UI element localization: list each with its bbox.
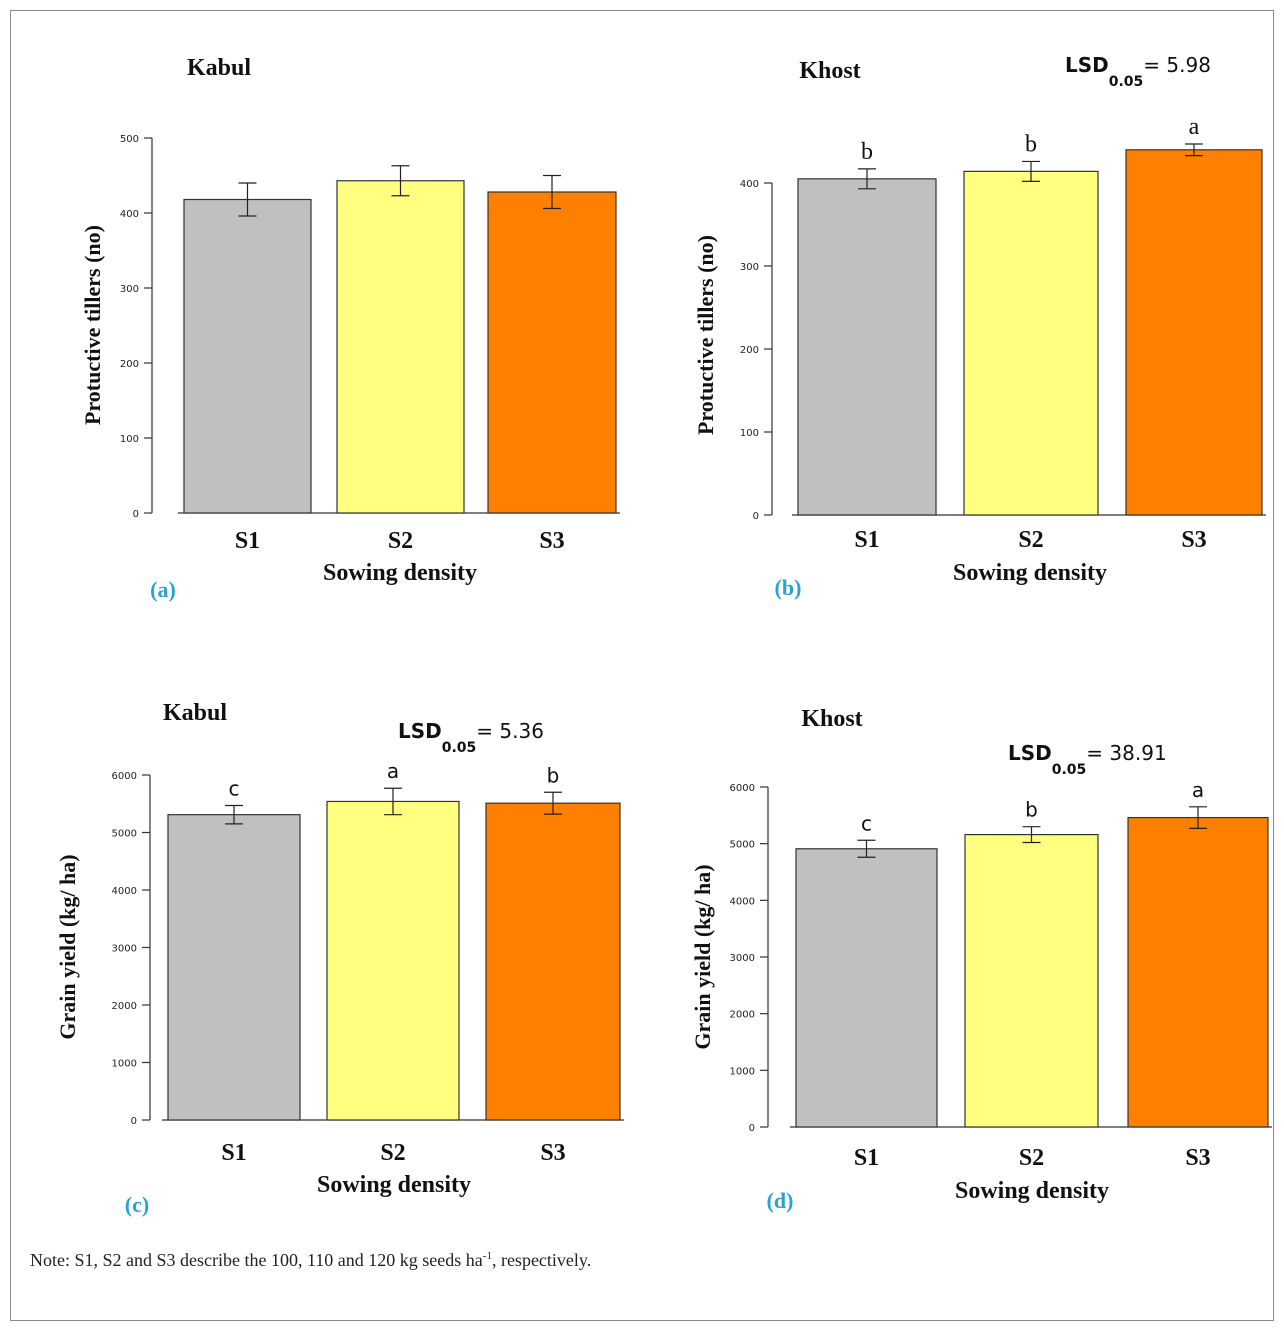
bar-s1 [795, 848, 938, 1128]
y-tick-label: 200 [740, 345, 759, 356]
significance-letter: b [1025, 798, 1038, 822]
note-superscript: -1 [482, 1250, 492, 1262]
y-axis-label: Protuctive tillers (no) [80, 225, 105, 425]
panel-label: (a) [150, 577, 176, 602]
significance-letter: a [1192, 778, 1204, 802]
note-text-end: , respectively. [491, 1250, 592, 1270]
y-axis-label: Protuctive tillers (no) [693, 235, 718, 435]
lsd-value: = 5.98 [1143, 53, 1211, 77]
significance-letter: a [387, 759, 399, 783]
y-tick-label: 0 [133, 509, 139, 520]
x-tick-label: S3 [539, 528, 564, 554]
y-tick-label: 0 [749, 1123, 755, 1134]
y-tick-label: 100 [740, 428, 759, 439]
y-tick-label: 6000 [730, 783, 755, 794]
bar-s1 [167, 814, 301, 1121]
bar-s3 [1127, 816, 1269, 1128]
chart-svg: Kabul LSD0.05= 5.36 0 1000 2000 3000 4000 5000 6… [55, 700, 624, 1217]
bar-s3 [487, 191, 617, 514]
y-tick-label: 1000 [730, 1066, 755, 1077]
panel-label: (b) [775, 575, 802, 600]
chart-svg: Khost LSD0.05= 38.91 0 1000 2000 3000 4000 5000… [690, 706, 1272, 1213]
bar-s1 [797, 178, 937, 516]
chart-svg: Khost LSD0.05= 5.98 0 100 200 300 400 Protuctiv… [693, 53, 1266, 600]
lsd-subscript: 0.05 [1109, 74, 1144, 90]
lsd-annotation: LSD0.05= 38.91 [1008, 741, 1167, 778]
y-tick-label: 3000 [730, 953, 755, 964]
y-tick-label: 400 [120, 209, 139, 220]
significance-letter: b [861, 139, 873, 165]
y-tick-label: 5000 [112, 829, 137, 840]
chart-title: Kabul [187, 55, 251, 81]
y-axis-label: Grain yield (kg/ ha) [690, 864, 715, 1049]
significance-letter: a [1189, 114, 1200, 140]
chart-panel-a: Kabul 0 100 200 300 400 500 Protuctive tillers … [0, 0, 642, 650]
lsd-annotation: LSD0.05= 5.98 [1065, 53, 1211, 90]
chart-title: Khost [799, 58, 860, 84]
lsd-subscript: 0.05 [1052, 762, 1087, 778]
lsd-label: LSD [1065, 53, 1109, 77]
lsd-annotation: LSD0.05= 5.36 [398, 719, 544, 756]
x-tick-label: S1 [221, 1140, 246, 1166]
y-axis-label: Grain yield (kg/ ha) [55, 854, 80, 1039]
x-axis-label: Sowing density [323, 560, 477, 586]
y-tick-label: 400 [740, 179, 759, 190]
significance-letter: b [1025, 131, 1037, 157]
x-tick-label: S2 [388, 528, 413, 554]
bar-s2 [336, 180, 465, 514]
bar-s2 [326, 800, 460, 1121]
figure-note: Note: S1, S2 and S3 describe the 100, 11… [30, 1250, 591, 1271]
x-tick-label: S3 [1181, 527, 1206, 553]
chart-svg: Kabul 0 100 200 300 400 500 Protuctive tillers … [80, 55, 620, 602]
bar-s3 [485, 802, 621, 1121]
y-tick-label: 300 [740, 262, 759, 273]
x-axis-label: Sowing density [953, 560, 1107, 586]
x-tick-label: S1 [854, 527, 879, 553]
chart-title: Khost [801, 706, 862, 732]
lsd-value: = 38.91 [1086, 741, 1166, 765]
chart-panel-d: Khost LSD0.05= 38.91 0 1000 2000 3000 4000 5000… [642, 650, 1284, 1250]
y-tick-label: 200 [120, 359, 139, 370]
y-tick-label: 2000 [112, 1001, 137, 1012]
significance-letter: c [229, 776, 240, 800]
y-tick-label: 100 [120, 434, 139, 445]
lsd-value: = 5.36 [476, 719, 544, 743]
significance-letter: c [861, 811, 872, 835]
note-text: Note: S1, S2 and S3 describe the 100, 11… [30, 1250, 483, 1270]
panel-label: (d) [767, 1188, 794, 1213]
bar-s3 [1125, 149, 1263, 516]
x-tick-label: S1 [235, 528, 260, 554]
x-tick-label: S2 [1018, 527, 1043, 553]
bar-s2 [963, 170, 1099, 516]
x-tick-label: S3 [1185, 1145, 1210, 1171]
chart-panel-c: Kabul LSD0.05= 5.36 0 1000 2000 3000 4000 5000 6… [0, 650, 642, 1250]
y-tick-label: 500 [120, 134, 139, 145]
x-tick-label: S3 [540, 1140, 565, 1166]
y-tick-label: 6000 [112, 771, 137, 782]
x-axis-label: Sowing density [317, 1172, 471, 1198]
x-tick-label: S2 [1019, 1145, 1044, 1171]
x-axis-label: Sowing density [955, 1178, 1109, 1204]
chart-panel-b: Khost LSD0.05= 5.98 0 100 200 300 400 Protuctiv… [642, 0, 1284, 650]
bar-s1 [183, 198, 312, 514]
y-tick-label: 4000 [112, 886, 137, 897]
y-tick-label: 4000 [730, 896, 755, 907]
y-tick-label: 1000 [112, 1059, 137, 1070]
y-tick-label: 0 [753, 511, 759, 522]
y-tick-label: 5000 [730, 840, 755, 851]
panel-label: (c) [125, 1192, 149, 1217]
y-tick-label: 0 [131, 1116, 137, 1127]
x-tick-label: S2 [380, 1140, 405, 1166]
y-tick-label: 2000 [730, 1010, 755, 1021]
y-tick-label: 300 [120, 284, 139, 295]
y-tick-label: 3000 [112, 944, 137, 955]
lsd-label: LSD [398, 719, 442, 743]
chart-title: Kabul [163, 700, 227, 726]
x-tick-label: S1 [854, 1145, 879, 1171]
significance-letter: b [547, 763, 560, 787]
lsd-subscript: 0.05 [442, 740, 477, 756]
lsd-label: LSD [1008, 741, 1052, 765]
bar-s2 [964, 833, 1099, 1128]
